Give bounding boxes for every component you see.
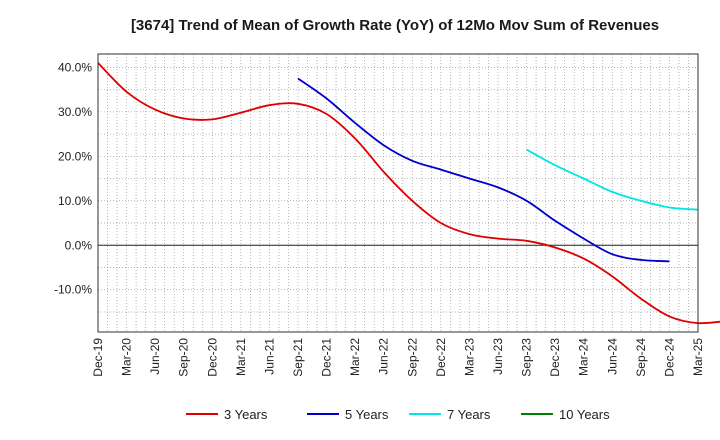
- series-line-5-years: [297, 77, 670, 263]
- x-tick-label: Mar-25: [691, 338, 705, 376]
- x-axis-ticks: Dec-19 Mar-20 Jun-20 Sep-20 Dec-20 Mar-21 Jun-…: [91, 338, 705, 377]
- x-tick-label: Sep-24: [634, 338, 648, 377]
- x-tick-label: Sep-20: [177, 338, 191, 377]
- x-tick-label: Mar-20: [120, 338, 134, 376]
- x-tick-label: Mar-22: [348, 338, 362, 376]
- x-tick-label: Jun-24: [605, 338, 619, 375]
- x-tick-label: Dec-20: [205, 338, 219, 377]
- y-tick-label: 20.0%: [58, 149, 92, 163]
- legend-label-5-years: 5 Years: [345, 407, 389, 422]
- x-tick-label: Dec-19: [91, 338, 105, 377]
- x-tick-label: Sep-23: [520, 338, 534, 377]
- y-tick-label: 10.0%: [58, 194, 92, 208]
- series-line-3-years: [97, 62, 720, 325]
- y-axis-ticks: 40.0% 30.0% 20.0% 10.0% 0.0% -10.0%: [54, 60, 92, 296]
- y-tick-label: 40.0%: [58, 60, 92, 74]
- x-tick-label: Sep-22: [405, 338, 419, 377]
- x-tick-label: Jun-22: [377, 338, 391, 375]
- x-tick-label: Jun-21: [262, 338, 276, 375]
- legend-label-7-years: 7 Years: [447, 407, 491, 422]
- legend: 3 Years 5 Years 7 Years 10 Years: [186, 407, 610, 422]
- x-tick-label: Dec-22: [434, 338, 448, 377]
- y-tick-label: 0.0%: [65, 238, 93, 252]
- x-tick-label: Sep-21: [291, 338, 305, 377]
- chart-title: [3674] Trend of Mean of Growth Rate (YoY…: [131, 17, 659, 34]
- legend-label-10-years: 10 Years: [559, 407, 610, 422]
- x-tick-label: Dec-24: [662, 338, 676, 377]
- y-tick-label: 30.0%: [58, 105, 92, 119]
- x-tick-label: Dec-21: [320, 338, 334, 377]
- legend-label-3-years: 3 Years: [224, 407, 268, 422]
- grid: [98, 54, 698, 332]
- plot-area: [97, 53, 699, 333]
- x-tick-label: Jun-20: [148, 338, 162, 375]
- x-tick-label: Mar-23: [462, 338, 476, 376]
- y-tick-label: -10.0%: [54, 283, 92, 297]
- x-tick-label: Jun-23: [491, 338, 505, 375]
- x-tick-label: Dec-23: [548, 338, 562, 377]
- x-tick-label: Mar-21: [234, 338, 248, 376]
- series-line-7-years: [526, 148, 699, 211]
- series-lines: [97, 62, 720, 325]
- x-tick-label: Mar-24: [577, 338, 591, 376]
